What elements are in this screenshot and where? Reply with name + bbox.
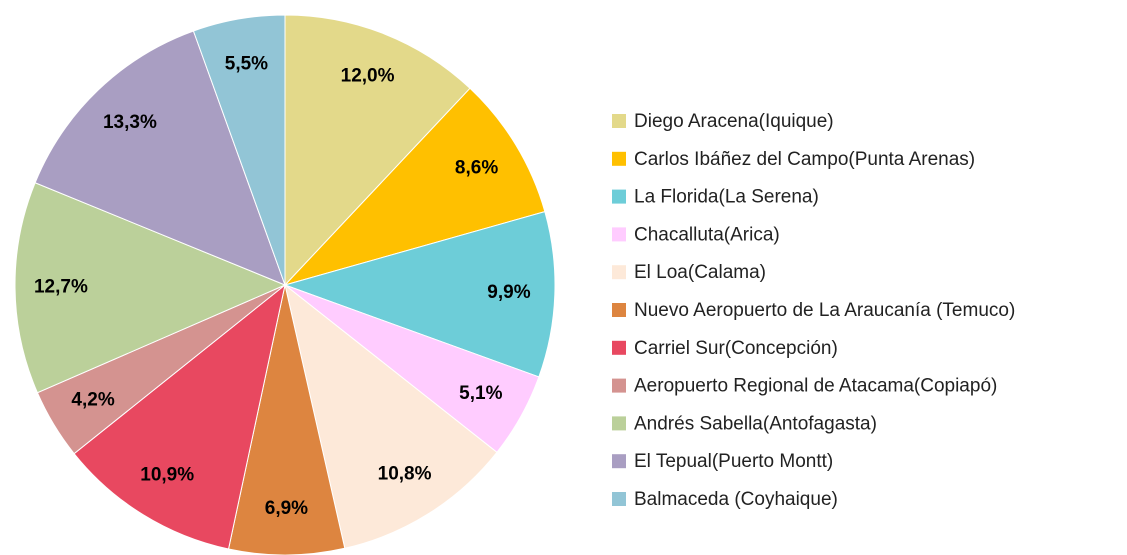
legend-swatch: [612, 189, 626, 204]
data-label: 5,5%: [225, 53, 268, 74]
legend-label: El Tepual(Puerto Montt): [634, 451, 833, 472]
pie-slice: [192, 14, 286, 286]
data-label: 5,1%: [459, 383, 502, 404]
legend-swatch: [612, 340, 626, 355]
data-label: 4,2%: [71, 390, 114, 411]
pie-slice: [34, 30, 286, 286]
legend-label: El Loa(Calama): [634, 262, 766, 283]
legend-label: Aeropuerto Regional de Atacama(Copiapó): [634, 376, 997, 397]
data-label: 12,7%: [34, 276, 88, 297]
data-label: 6,9%: [265, 498, 308, 519]
legend-label: Carriel Sur(Concepción): [634, 338, 838, 359]
legend-swatch: [612, 378, 626, 393]
data-label: 12,0%: [341, 66, 395, 87]
legend-swatch: [612, 303, 626, 317]
pie-slice: [73, 283, 286, 550]
data-label: 10,9%: [140, 465, 194, 486]
legend-label: Chacalluta(Arica): [634, 224, 780, 245]
data-label: 9,9%: [487, 282, 530, 303]
legend-swatch: [612, 265, 626, 280]
data-label: 8,6%: [455, 158, 498, 179]
data-label: 13,3%: [103, 112, 157, 133]
pie-slice: [284, 14, 471, 287]
legend-label: Balmaceda (Coyhaique): [634, 489, 838, 510]
legend-swatch: [612, 114, 626, 128]
pie-slice: [283, 87, 546, 286]
legend-label: Diego Aracena(Iquique): [634, 111, 834, 132]
data-label: 10,8%: [378, 464, 432, 485]
legend-swatch: [612, 492, 626, 506]
legend-label: La Florida(La Serena): [634, 187, 819, 208]
legend-swatch: [612, 454, 626, 469]
legend-swatch: [612, 151, 626, 166]
legend-label: Andrés Sabella(Antofagasta): [634, 413, 877, 434]
legend-label: Nuevo Aeropuerto de La Araucanía (Temuco…: [634, 300, 1015, 321]
pie-slice: [283, 211, 556, 378]
pie-slice: [14, 182, 287, 394]
legend-swatch: [612, 416, 626, 431]
legend-swatch: [612, 227, 626, 242]
legend-label: Carlos Ibáñez del Campo(Punta Arenas): [634, 149, 975, 170]
pie-slice: [284, 283, 498, 549]
